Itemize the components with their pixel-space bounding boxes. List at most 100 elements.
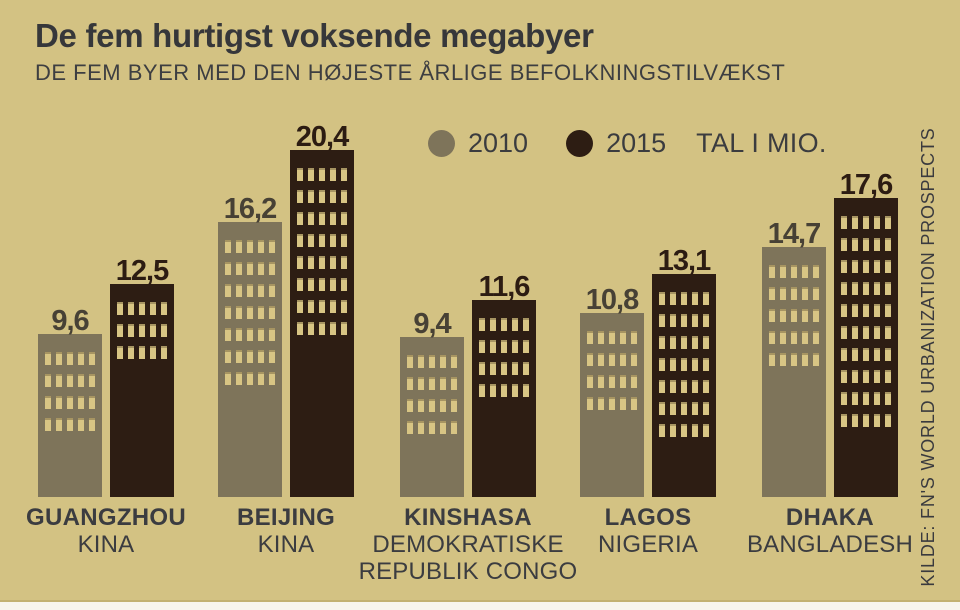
window-icon: [117, 324, 123, 337]
building-windows: [297, 168, 347, 335]
window-icon: [247, 350, 253, 363]
window-icon: [341, 212, 347, 225]
window-icon: [341, 234, 347, 247]
window-icon: [523, 340, 529, 353]
window-icon: [852, 238, 858, 251]
window-icon: [791, 331, 797, 344]
window-icon: [479, 362, 485, 375]
window-icon: [874, 282, 880, 295]
window-icon: [236, 328, 242, 341]
window-icon: [780, 331, 786, 344]
window-icon: [308, 322, 314, 335]
window-icon: [319, 212, 325, 225]
window-icon: [236, 240, 242, 253]
window-icon: [885, 370, 891, 383]
window-icon: [703, 336, 709, 349]
window-icon: [67, 418, 73, 431]
window-icon: [440, 421, 446, 434]
window-icon: [67, 374, 73, 387]
window-icon: [813, 331, 819, 344]
window-icon: [813, 309, 819, 322]
window-icon: [308, 168, 314, 181]
window-icon: [512, 384, 518, 397]
bar-2010-guangzhou: 9,6: [38, 306, 102, 497]
window-icon: [703, 292, 709, 305]
window-icon: [769, 331, 775, 344]
window-icon: [598, 375, 604, 388]
window-icon: [841, 216, 847, 229]
bar-value-2010-dhaka: 14,7: [767, 218, 821, 250]
legend-unit-note: TAL I MIO.: [696, 128, 827, 158]
window-icon: [308, 190, 314, 203]
window-icon: [236, 284, 242, 297]
window-icon: [161, 302, 167, 315]
window-icon: [308, 256, 314, 269]
window-icon: [863, 348, 869, 361]
city-name: BEIJING: [236, 504, 336, 531]
source-note: KILDE: FN'S WORLD URBANIZATION PROSPECTS: [918, 127, 938, 587]
window-icon: [620, 375, 626, 388]
bar-2015-dhaka: 17,6: [834, 170, 898, 497]
window-icon: [692, 314, 698, 327]
window-icon: [780, 309, 786, 322]
window-icon: [802, 309, 808, 322]
window-icon: [258, 372, 264, 385]
window-icon: [429, 355, 435, 368]
window-icon: [692, 380, 698, 393]
window-icon: [769, 353, 775, 366]
bar-2010-lagos: 10,8: [580, 285, 644, 497]
window-icon: [874, 216, 880, 229]
window-icon: [841, 260, 847, 273]
legend-swatch-2015-icon: [566, 130, 594, 157]
window-icon: [609, 331, 615, 344]
window-icon: [297, 278, 303, 291]
window-icon: [659, 424, 665, 437]
window-icon: [258, 240, 264, 253]
window-icon: [863, 370, 869, 383]
window-icon: [841, 238, 847, 251]
window-icon: [247, 240, 253, 253]
window-icon: [341, 168, 347, 181]
window-icon: [703, 380, 709, 393]
window-icon: [598, 397, 604, 410]
window-icon: [501, 318, 507, 331]
window-icon: [330, 190, 336, 203]
window-icon: [490, 362, 496, 375]
building-windows: [587, 331, 637, 410]
window-icon: [681, 358, 687, 371]
window-icon: [681, 314, 687, 327]
window-icon: [791, 309, 797, 322]
window-icon: [341, 300, 347, 313]
window-icon: [780, 353, 786, 366]
window-icon: [418, 355, 424, 368]
window-icon: [247, 284, 253, 297]
window-icon: [587, 331, 593, 344]
window-icon: [139, 346, 145, 359]
window-icon: [67, 352, 73, 365]
window-icon: [297, 234, 303, 247]
window-icon: [297, 212, 303, 225]
window-icon: [236, 306, 242, 319]
window-icon: [479, 384, 485, 397]
legend-label-2015: 2015: [606, 128, 667, 158]
bar-2010-dhaka: 14,7: [762, 219, 826, 497]
window-icon: [874, 370, 880, 383]
window-icon: [885, 282, 891, 295]
window-icon: [45, 396, 51, 409]
window-icon: [681, 292, 687, 305]
window-icon: [297, 322, 303, 335]
window-icon: [258, 262, 264, 275]
window-icon: [670, 336, 676, 349]
window-icon: [247, 372, 253, 385]
window-icon: [319, 300, 325, 313]
bar-2015-lagos: 13,1: [652, 246, 716, 497]
window-icon: [56, 418, 62, 431]
country-name: DEMOKRATISKE: [372, 531, 564, 558]
window-icon: [330, 234, 336, 247]
bar-value-2010-lagos: 10,8: [585, 284, 639, 316]
window-icon: [670, 402, 676, 415]
window-icon: [269, 262, 275, 275]
window-icon: [681, 380, 687, 393]
window-icon: [587, 397, 593, 410]
window-icon: [863, 282, 869, 295]
